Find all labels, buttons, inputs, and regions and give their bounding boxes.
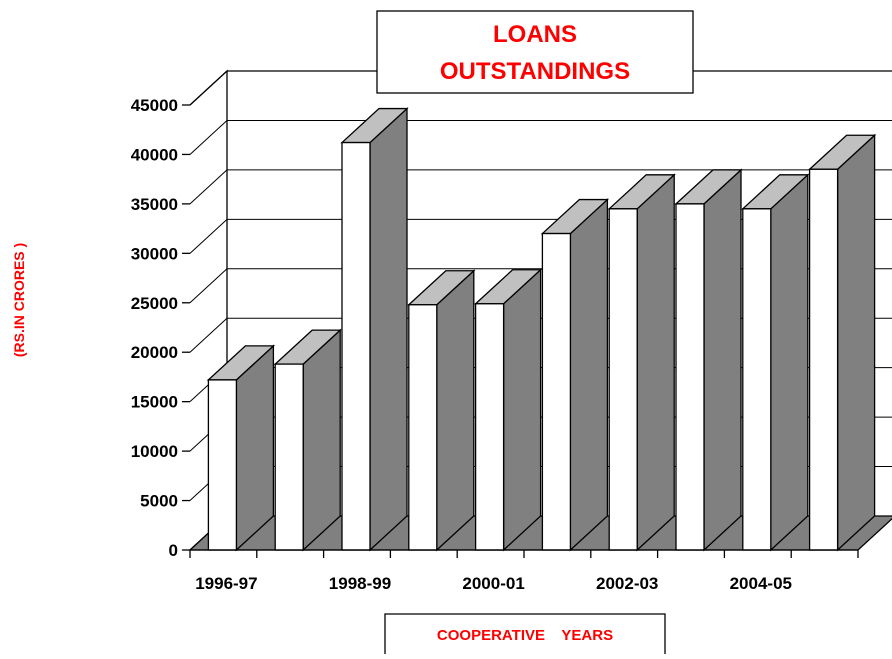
bar xyxy=(808,168,839,551)
x-tick-label: 2004-05 xyxy=(730,574,792,593)
y-tick-label: 15000 xyxy=(131,393,178,412)
bar-side xyxy=(235,344,275,552)
gridline-depth xyxy=(189,120,228,155)
chart-title: LOANS OUTSTANDINGS xyxy=(376,10,694,94)
bar-side xyxy=(636,173,675,552)
bar xyxy=(742,208,772,551)
bar xyxy=(408,304,438,551)
bar xyxy=(207,379,238,551)
bar xyxy=(474,303,505,551)
bar-side xyxy=(436,269,475,552)
bar xyxy=(341,141,371,551)
x-tick-label: 1996-97 xyxy=(195,574,257,593)
bar xyxy=(608,208,638,551)
bar-side xyxy=(302,328,341,552)
bar-side xyxy=(703,168,742,552)
gridline-depth xyxy=(189,169,228,205)
x-tick-label: 1998-99 xyxy=(329,574,391,593)
bar xyxy=(675,203,705,551)
y-tick-label: 30000 xyxy=(131,244,178,263)
bars-layer xyxy=(188,107,892,552)
gridline-depth xyxy=(189,317,228,353)
x-tick-label: 2002-03 xyxy=(596,574,658,593)
y-tick-label: 0 xyxy=(169,541,178,560)
axis-layer: 0 5000 10000 15000 20000 25000 30000 35000 40000… xyxy=(131,96,859,593)
y-tick-label: 25000 xyxy=(131,294,178,313)
title-line-2: OUTSTANDINGS xyxy=(440,58,630,85)
bar-side xyxy=(502,268,542,552)
x-tick-label: 2000-01 xyxy=(462,574,524,593)
bar-side xyxy=(836,133,876,552)
y-tick-label: 35000 xyxy=(131,195,178,214)
bar-side xyxy=(369,107,408,552)
x-axis-label: COOPERATIVE YEARS xyxy=(437,627,613,644)
y-tick-label: 40000 xyxy=(131,145,178,164)
bar-side xyxy=(569,198,609,552)
y-tick-label: 20000 xyxy=(131,343,178,362)
bar xyxy=(541,232,572,551)
bar xyxy=(274,363,304,551)
y-axis-label: (RS.IN CRORES ) xyxy=(11,243,27,357)
gridline-depth xyxy=(189,218,228,254)
y-tick-label: 5000 xyxy=(140,492,178,511)
bar-side xyxy=(770,173,809,552)
y-tick-label: 10000 xyxy=(131,442,178,461)
x-axis-label-box: COOPERATIVE YEARS xyxy=(384,613,666,654)
gridline-depth xyxy=(189,268,228,304)
y-tick-label: 45000 xyxy=(131,96,178,115)
title-line-1: LOANS xyxy=(493,21,577,48)
gridline-depth xyxy=(189,70,228,106)
